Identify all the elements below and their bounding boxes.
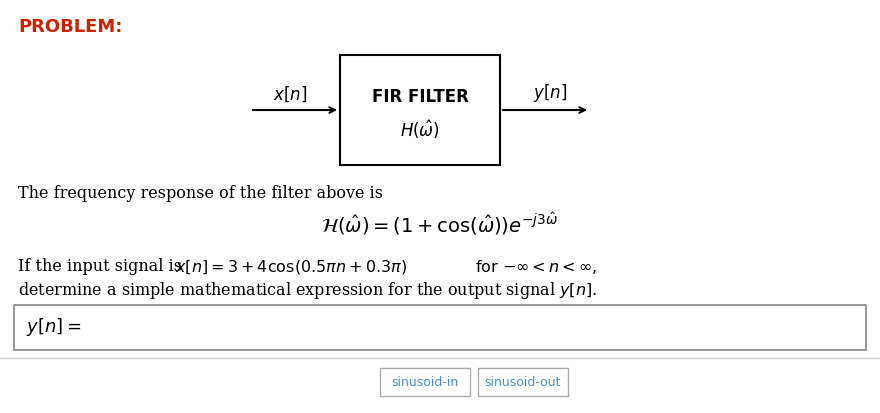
Text: $H(\hat{\omega})$: $H(\hat{\omega})$: [400, 119, 440, 141]
Text: $x[n] = 3 + 4\cos(0.5\pi n + 0.3\pi)$: $x[n] = 3 + 4\cos(0.5\pi n + 0.3\pi)$: [175, 258, 407, 276]
Text: $\mathcal{H}(\hat{\omega}) = (1 + \cos(\hat{\omega}))e^{-j3\hat{\omega}}$: $\mathcal{H}(\hat{\omega}) = (1 + \cos(\…: [321, 210, 559, 237]
Text: If the input signal is: If the input signal is: [18, 258, 182, 275]
Bar: [380, 368, 470, 396]
Text: sinusoid-out: sinusoid-out: [485, 375, 561, 389]
Text: $x[n]$: $x[n]$: [273, 85, 307, 104]
Text: $y[n] =$: $y[n] =$: [26, 316, 81, 339]
Text: sinusoid-in: sinusoid-in: [392, 375, 458, 389]
Text: determine a simple mathematical expression for the output signal $y[n]$.: determine a simple mathematical expressi…: [18, 280, 597, 301]
Bar: [340, 55, 500, 165]
Text: The frequency response of the filter above is: The frequency response of the filter abo…: [18, 185, 383, 202]
Text: $y[n]$: $y[n]$: [532, 82, 568, 104]
Text: for $-\infty < n < \infty$,: for $-\infty < n < \infty$,: [475, 258, 597, 276]
Bar: [478, 368, 568, 396]
Text: FIR FILTER: FIR FILTER: [371, 88, 468, 106]
Text: PROBLEM:: PROBLEM:: [18, 18, 122, 36]
Bar: [14, 305, 866, 350]
